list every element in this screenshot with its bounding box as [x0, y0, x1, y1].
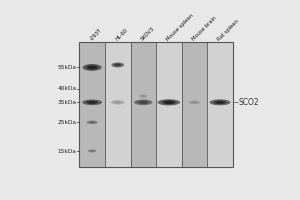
Ellipse shape — [116, 64, 120, 66]
Bar — [130, 42, 156, 167]
Ellipse shape — [113, 101, 122, 104]
Text: SKOV3: SKOV3 — [140, 26, 155, 42]
Ellipse shape — [166, 101, 172, 103]
Ellipse shape — [140, 102, 146, 103]
Ellipse shape — [88, 149, 97, 153]
Bar — [182, 42, 207, 167]
Text: Mouse brain: Mouse brain — [191, 15, 217, 42]
Bar — [105, 42, 130, 167]
Text: 35kDa: 35kDa — [58, 100, 76, 105]
Ellipse shape — [134, 100, 152, 105]
Text: HL-60: HL-60 — [114, 27, 128, 42]
Text: Rat spleen: Rat spleen — [217, 18, 240, 42]
Ellipse shape — [90, 122, 94, 123]
Ellipse shape — [86, 65, 98, 69]
Ellipse shape — [86, 120, 98, 124]
Text: -293T: -293T — [88, 27, 103, 42]
Text: SCO2: SCO2 — [238, 98, 259, 107]
Ellipse shape — [89, 66, 95, 68]
Ellipse shape — [193, 102, 196, 103]
Ellipse shape — [158, 99, 180, 105]
Ellipse shape — [114, 63, 122, 66]
Ellipse shape — [116, 102, 120, 103]
Ellipse shape — [82, 100, 102, 105]
Ellipse shape — [86, 101, 98, 104]
Ellipse shape — [214, 101, 226, 104]
Ellipse shape — [189, 100, 200, 104]
Ellipse shape — [89, 121, 96, 123]
Text: 15kDa: 15kDa — [58, 149, 76, 154]
Ellipse shape — [89, 150, 95, 152]
Text: Mouse spleen: Mouse spleen — [165, 13, 194, 42]
Text: 40kDa: 40kDa — [58, 86, 76, 91]
Ellipse shape — [138, 101, 149, 104]
Ellipse shape — [217, 101, 223, 103]
Ellipse shape — [162, 100, 175, 104]
Bar — [156, 42, 182, 167]
Ellipse shape — [209, 99, 230, 105]
Ellipse shape — [111, 100, 125, 105]
Ellipse shape — [141, 95, 146, 97]
Ellipse shape — [142, 96, 145, 97]
Text: 55kDa: 55kDa — [58, 65, 76, 70]
Ellipse shape — [89, 102, 95, 103]
Bar — [207, 42, 233, 167]
Ellipse shape — [191, 101, 198, 103]
Bar — [79, 42, 105, 167]
Ellipse shape — [139, 95, 148, 98]
Ellipse shape — [111, 62, 124, 67]
Text: 25kDa: 25kDa — [58, 120, 76, 125]
Bar — [79, 42, 233, 167]
Ellipse shape — [82, 64, 102, 71]
